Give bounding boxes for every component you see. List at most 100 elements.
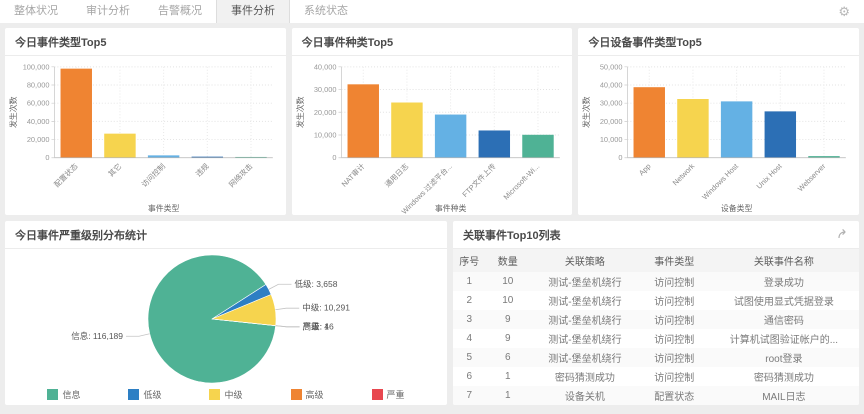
svg-text:App: App — [637, 162, 653, 178]
gear-icon[interactable]: ⚙ — [838, 3, 850, 19]
table-row[interactable]: 7 1 设备关机 配置状态 MAIL日志 — [453, 386, 859, 405]
legend-item[interactable]: 信息 — [47, 388, 80, 401]
table-cell: 1 — [466, 276, 473, 287]
table-cell: 4 — [466, 333, 473, 344]
table-row[interactable]: 3 9 测试-堡垒机绕行 访问控制 通信密码 — [453, 310, 859, 329]
panel-event-type-top5: 今日事件类型Top5 0 20,000 40,000 60,000 80,000 100,… — [5, 28, 286, 215]
event-type-bar-chart: 0 20,000 40,000 60,000 80,000 100,000 配置状态 其它 访问… — [8, 62, 273, 213]
panel-correlation-events: 关联事件Top10列表 序号 数量 关联策略 事件类型 关联事件名称 1 10 测试-堡垒机… — [453, 221, 859, 405]
svg-text:100,000: 100,000 — [23, 62, 50, 71]
panel-event-kind-top5: 今日事件种类Top5 0 10,000 20,000 30,000 40,000 NAT审… — [291, 28, 573, 215]
svg-text:Windows Host: Windows Host — [701, 162, 741, 202]
table-cell: 6 — [505, 352, 511, 363]
table-cell: 5 — [466, 352, 473, 363]
table-cell: 10 — [502, 276, 514, 287]
column-header: 事件类型 — [639, 249, 709, 272]
column-header: 关联事件名称 — [708, 249, 859, 272]
table-cell: 9 — [505, 333, 511, 344]
legend-swatch — [209, 389, 221, 400]
svg-text:低级: 3,658: 低级: 3,658 — [294, 279, 337, 289]
svg-text:80,000: 80,000 — [27, 80, 50, 89]
svg-text:设备类型: 设备类型 — [721, 203, 753, 213]
svg-text:网络攻击: 网络攻击 — [226, 161, 254, 189]
tab-audit-analysis[interactable]: 审计分析 — [86, 5, 130, 17]
table-cell: 6 — [466, 371, 473, 382]
svg-text:发生次数: 发生次数 — [8, 96, 18, 128]
table-cell: MAIL日志 — [762, 392, 806, 403]
pie-legend: 信息 低级 中级 高级 严重 — [5, 388, 447, 401]
svg-text:事件类型: 事件类型 — [148, 203, 180, 213]
panel-title: 今日事件类型Top5 — [5, 28, 286, 56]
svg-text:发生次数: 发生次数 — [581, 96, 591, 128]
tab-event-analysis[interactable]: 事件分析 — [216, 0, 290, 23]
table-cell: 测试-堡垒机绕行 — [548, 316, 622, 327]
table-cell: 访问控制 — [654, 316, 695, 327]
forward-arrow-icon[interactable] — [837, 228, 849, 239]
table-cell: 9 — [505, 314, 511, 325]
legend-label: 信息 — [62, 390, 81, 400]
table-cell: 测试-堡垒机绕行 — [548, 297, 622, 308]
table-cell: 7 — [466, 390, 473, 401]
legend-item[interactable]: 低级 — [128, 388, 161, 401]
svg-text:0: 0 — [45, 153, 49, 162]
legend-swatch — [128, 389, 140, 400]
table-cell: 10 — [502, 295, 514, 306]
svg-text:20,000: 20,000 — [600, 117, 623, 126]
svg-text:发生次数: 发生次数 — [295, 96, 305, 128]
svg-text:20,000: 20,000 — [27, 135, 50, 144]
svg-text:60,000: 60,000 — [27, 99, 50, 108]
table-cell: 2 — [466, 295, 473, 306]
panel-title: 今日设备事件类型Top5 — [578, 28, 860, 56]
table-row[interactable]: 5 6 测试-堡垒机绕行 访问控制 root登录 — [453, 348, 859, 367]
tab-system-status[interactable]: 系统状态 — [304, 5, 348, 17]
svg-text:Webserver: Webserver — [796, 161, 828, 193]
correlation-table: 序号 数量 关联策略 事件类型 关联事件名称 1 10 测试-堡垒机绕行 访问控制 登录成功 2 1… — [453, 249, 859, 405]
svg-text:30,000: 30,000 — [313, 85, 336, 94]
tab-overall-status[interactable]: 整体状况 — [14, 5, 58, 17]
table-cell: 访问控制 — [654, 354, 695, 365]
table-row[interactable]: 2 10 测试-堡垒机绕行 访问控制 试图使用显式凭据登录 — [453, 291, 859, 310]
table-cell: 配置状态 — [654, 392, 695, 403]
tab-alert-overview[interactable]: 告警概况 — [158, 5, 202, 17]
svg-text:Network: Network — [671, 161, 697, 187]
svg-text:0: 0 — [332, 153, 336, 162]
table-cell: root登录 — [765, 354, 803, 365]
svg-text:高级: 16: 高级: 16 — [303, 321, 334, 331]
svg-text:配置状态: 配置状态 — [52, 161, 80, 189]
legend-item[interactable]: 中级 — [209, 388, 243, 401]
svg-text:30,000: 30,000 — [600, 99, 623, 108]
legend-label: 低级 — [143, 390, 162, 400]
svg-text:NAT审计: NAT审计 — [339, 161, 367, 189]
column-header: 关联策略 — [530, 249, 640, 272]
table-cell: 访问控制 — [654, 335, 695, 346]
svg-text:10,000: 10,000 — [600, 135, 623, 144]
svg-text:中级: 10,291: 中级: 10,291 — [302, 303, 350, 313]
dashboard-content: 今日事件类型Top5 0 20,000 40,000 60,000 80,000 100,… — [0, 23, 864, 410]
svg-text:10,000: 10,000 — [313, 130, 336, 139]
svg-text:通用日志: 通用日志 — [382, 161, 410, 189]
table-row[interactable]: 1 10 测试-堡垒机绕行 访问控制 登录成功 — [453, 272, 859, 291]
table-cell: 1 — [505, 390, 511, 401]
svg-text:访问控制: 访问控制 — [139, 161, 167, 189]
legend-item[interactable]: 严重 — [371, 388, 405, 401]
svg-text:40,000: 40,000 — [313, 62, 336, 71]
table-cell: 3 — [466, 314, 473, 325]
panel-title: 今日事件种类Top5 — [291, 28, 573, 56]
table-cell: 密码猜测成功 — [753, 373, 814, 384]
table-cell: 访问控制 — [654, 297, 695, 308]
svg-text:50,000: 50,000 — [600, 62, 623, 71]
table-cell: 通信密码 — [763, 316, 804, 327]
svg-text:40,000: 40,000 — [27, 117, 50, 126]
table-cell: 密码猜测成功 — [554, 373, 615, 384]
bottom-row: 今日事件严重级别分布统计 信息: 116,189 低级: 3,658 中级: 10,… — [5, 221, 859, 405]
table-header: 序号 数量 关联策略 事件类型 关联事件名称 — [453, 249, 859, 272]
svg-text:20,000: 20,000 — [313, 108, 336, 117]
table-cell: 设备关机 — [564, 392, 605, 403]
legend-label: 中级 — [224, 390, 243, 400]
legend-item[interactable]: 高级 — [290, 388, 324, 401]
legend-swatch — [290, 389, 302, 400]
table-row[interactable]: 4 9 测试-堡垒机绕行 访问控制 计算机试图验证帐户的... — [453, 329, 859, 348]
table-row[interactable]: 6 1 密码猜测成功 访问控制 密码猜测成功 — [453, 367, 859, 386]
panel-severity-distribution: 今日事件严重级别分布统计 信息: 116,189 低级: 3,658 中级: 10,… — [5, 221, 447, 405]
